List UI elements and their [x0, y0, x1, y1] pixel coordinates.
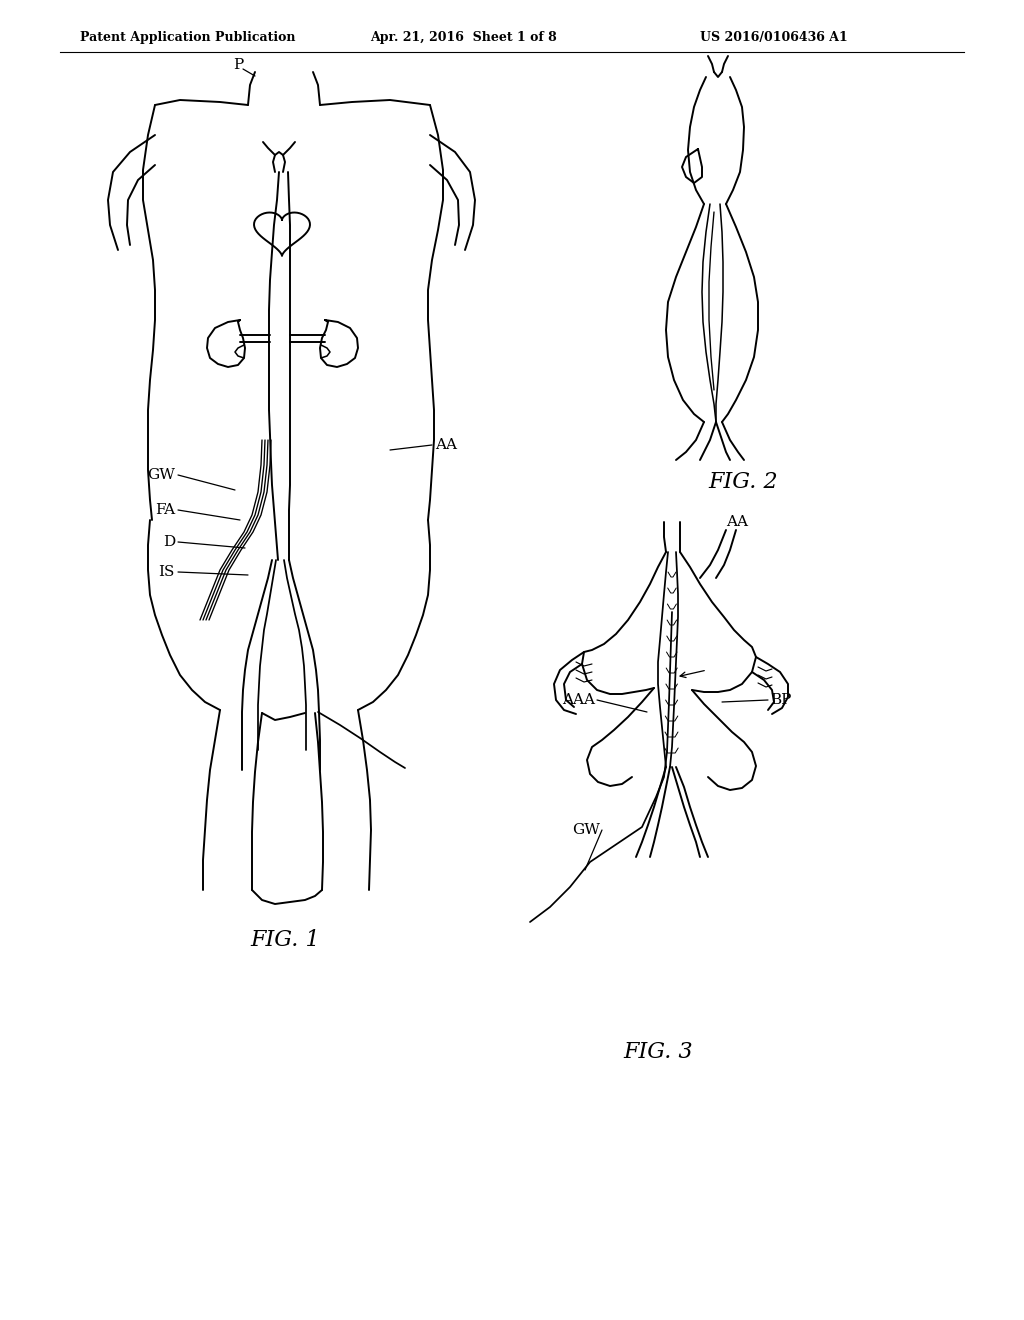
- Text: AA: AA: [435, 438, 457, 451]
- Text: Patent Application Publication: Patent Application Publication: [80, 30, 296, 44]
- Text: FIG. 3: FIG. 3: [624, 1041, 693, 1063]
- Text: GW: GW: [147, 469, 175, 482]
- Text: GW: GW: [572, 822, 600, 837]
- Text: Apr. 21, 2016  Sheet 1 of 8: Apr. 21, 2016 Sheet 1 of 8: [370, 30, 557, 44]
- Text: FIG. 2: FIG. 2: [708, 471, 777, 492]
- Text: D: D: [163, 535, 175, 549]
- Text: BP: BP: [770, 693, 792, 708]
- Text: P: P: [233, 58, 244, 73]
- Text: US 2016/0106436 A1: US 2016/0106436 A1: [700, 30, 848, 44]
- Text: AAA: AAA: [562, 693, 595, 708]
- Text: FIG. 1: FIG. 1: [250, 929, 319, 950]
- Text: FA: FA: [155, 503, 175, 517]
- Text: IS: IS: [159, 565, 175, 579]
- Text: AA: AA: [726, 515, 748, 529]
